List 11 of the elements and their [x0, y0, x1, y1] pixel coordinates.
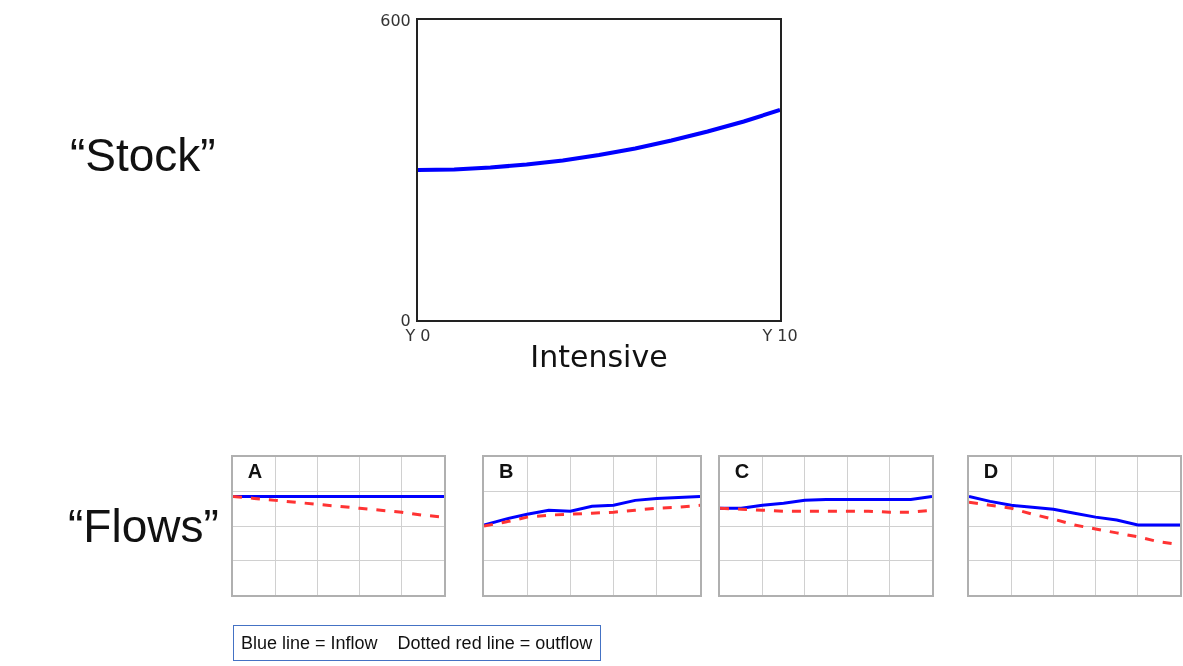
chart-title: D — [983, 459, 999, 482]
line-series — [418, 108, 780, 172]
y-tick-label: 600 — [380, 10, 411, 30]
text: Blue line = Inflow Dotted red line = outflow — [241, 633, 594, 653]
chart-title: A — [247, 459, 263, 482]
chart-title: B — [499, 459, 514, 482]
text: “Stock” — [70, 129, 216, 181]
chart-title: C — [734, 459, 750, 482]
x-axis-title: Intensive — [530, 339, 668, 375]
text: “Flows” — [68, 500, 219, 552]
x-tick-label: Y 10 — [761, 326, 798, 346]
